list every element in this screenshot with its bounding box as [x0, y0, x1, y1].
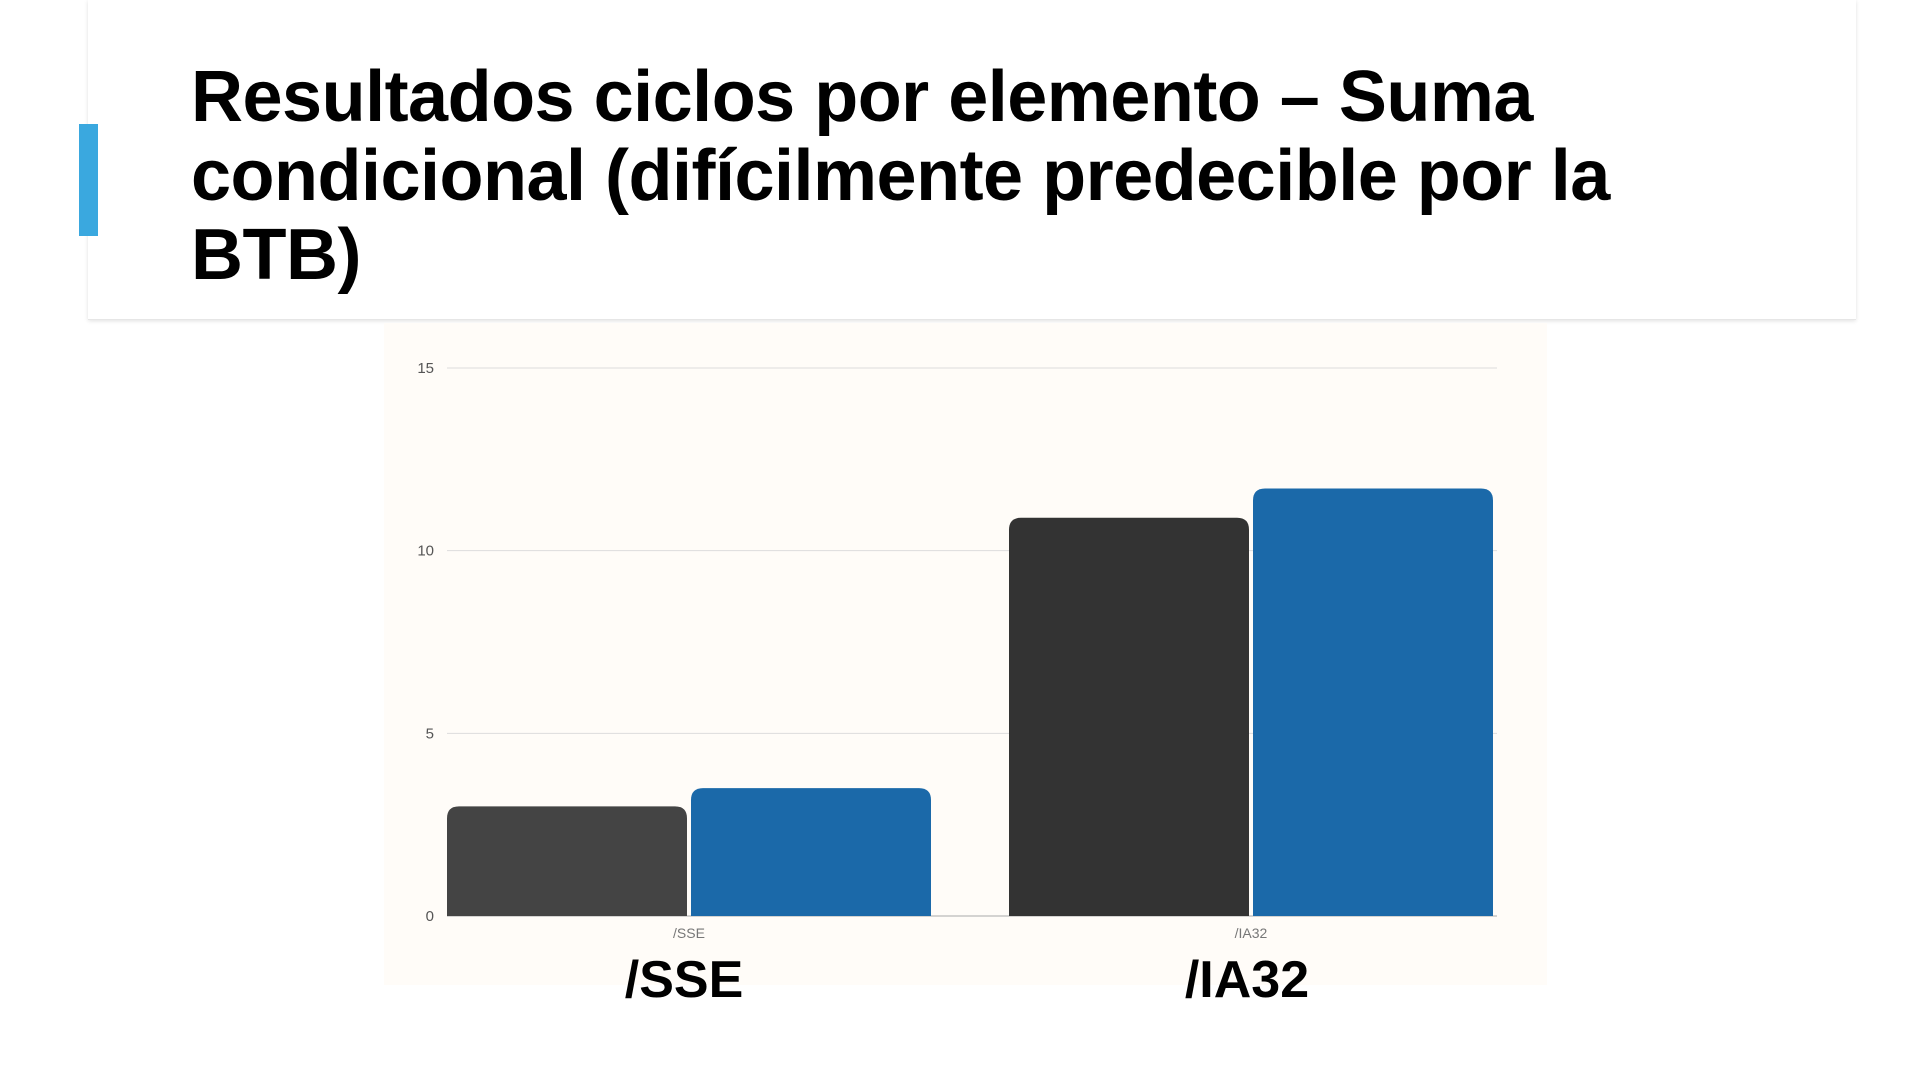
category-label-ia32: /IA32 — [1184, 951, 1310, 1009]
x-tick-label: /SSE — [673, 925, 705, 941]
chart-panel: 0 5 10 15/SSE/IA32 — [384, 323, 1547, 985]
bar — [1253, 488, 1493, 916]
x-tick-label: /IA32 — [1235, 925, 1268, 941]
title-accent-bar — [79, 124, 98, 236]
y-tick-label: 10 — [417, 543, 434, 560]
category-label-sse: /SSE — [624, 951, 744, 1009]
bar — [1009, 517, 1249, 916]
y-tick-label: 0 — [426, 908, 434, 925]
slide-title: Resultados ciclos por elemento – Suma co… — [191, 57, 1610, 295]
title-card — [88, 0, 1856, 320]
y-tick-label: 5 — [426, 725, 434, 742]
bar-chart: 0 5 10 15/SSE/IA32 — [417, 360, 1497, 941]
bar — [447, 806, 687, 916]
y-tick-label: 15 — [417, 360, 434, 377]
bar — [691, 788, 931, 916]
